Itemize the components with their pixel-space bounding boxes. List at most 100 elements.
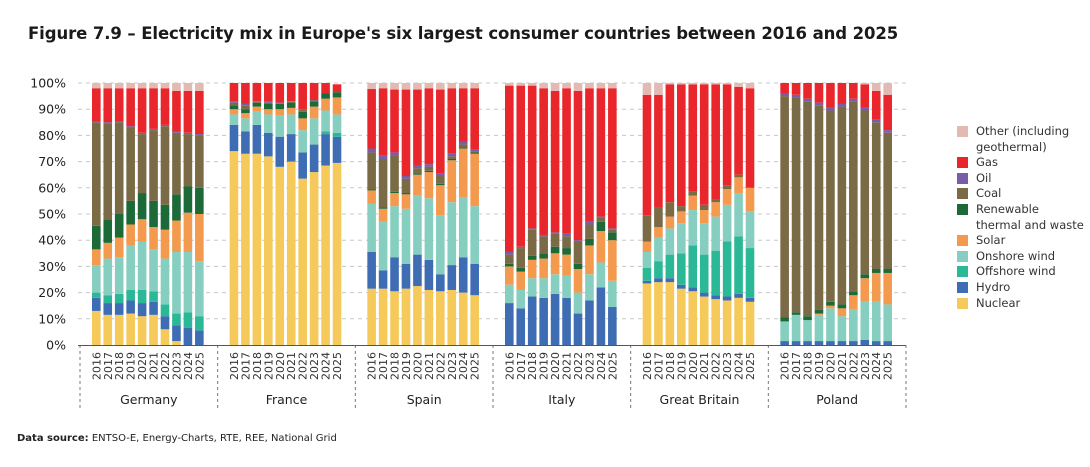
- bar-segment-solar: [275, 109, 285, 116]
- legend-label: Oil: [976, 170, 992, 185]
- data-source: Data source: ENTSO-E, Energy-Charts, RTE…: [17, 433, 337, 444]
- bar-segment-nuclear: [665, 282, 675, 345]
- bar-segment-gas: [309, 83, 319, 101]
- bar-segment-gas: [298, 83, 307, 110]
- y-tick-label: 90%: [38, 102, 66, 117]
- bar-segment-gas: [241, 83, 250, 104]
- bar-segment-onshore-wind: [103, 258, 113, 296]
- chart-title: Figure 7.9 – Electricity mix in Europe's…: [28, 24, 899, 43]
- bar-segment-nuclear: [424, 289, 434, 345]
- bar-segment-solar: [149, 227, 158, 250]
- bar-segment-onshore-wind: [711, 216, 720, 251]
- bar-segment-other-including-geothermal: [722, 83, 732, 85]
- bar-segment-other-including-geothermal: [447, 83, 457, 89]
- bar-segment-renewable-thermal-and-waste: [103, 219, 113, 243]
- bar-segment-oil: [160, 124, 170, 127]
- bar-segment-solar: [688, 195, 698, 211]
- x-tick-label-year: 2020: [411, 352, 424, 380]
- bar-segment-renewable-thermal-and-waste: [195, 187, 204, 214]
- legend-swatch: [957, 157, 968, 169]
- bar-segment-gas: [401, 89, 411, 177]
- bar-segment-gas: [791, 83, 801, 95]
- bar-segment-solar: [608, 240, 617, 281]
- bar-segment-oil: [275, 102, 285, 104]
- bar-segment-gas: [860, 84, 870, 108]
- x-tick-label-year: 2016: [779, 352, 792, 380]
- bar-segment-renewable-thermal-and-waste: [413, 173, 422, 175]
- bar-segment-onshore-wind: [596, 262, 606, 288]
- bar-segment-nuclear: [264, 156, 273, 345]
- bar-segment-oil: [172, 131, 181, 133]
- x-tick-label-year: 2019: [125, 352, 138, 380]
- bar-segment-renewable-thermal-and-waste: [826, 301, 835, 306]
- bar-segment-solar: [826, 305, 835, 309]
- bar-segment-other-including-geothermal: [608, 83, 617, 89]
- bar-segment-coal: [654, 207, 663, 228]
- bar-segment-coal: [596, 217, 606, 222]
- bar-segment-other-including-geothermal: [160, 83, 170, 89]
- legend-item: Offshore wind: [957, 264, 1086, 280]
- bar-segment-oil: [264, 101, 273, 103]
- bar-segment-other-including-geothermal: [137, 83, 147, 89]
- bar-segment-hydro: [826, 341, 835, 345]
- bar-segment-gas: [470, 88, 479, 150]
- data-source-label: Data source:: [17, 433, 89, 444]
- bar-segment-gas: [332, 84, 342, 93]
- bar-segment-offshore-wind: [172, 313, 181, 326]
- bar-segment-hydro: [550, 293, 560, 345]
- bar-segment-solar: [458, 148, 468, 197]
- bar-segment-onshore-wind: [183, 251, 193, 313]
- x-tick-label-year: 2021: [836, 352, 849, 380]
- bar-segment-coal: [505, 254, 514, 264]
- x-tick-label-year: 2017: [515, 352, 528, 380]
- bar-segment-nuclear: [298, 178, 307, 345]
- bar-segment-hydro: [367, 251, 376, 289]
- bar-segment-gas: [826, 83, 835, 108]
- bar-segment-hydro: [722, 296, 732, 301]
- bar-segment-coal: [172, 132, 181, 195]
- bar-segment-nuclear: [103, 314, 113, 345]
- bar-segment-nuclear: [677, 288, 686, 345]
- bar-segment-hydro: [814, 341, 824, 345]
- bar-segment-oil: [447, 153, 457, 157]
- x-tick-label-year: 2022: [159, 352, 172, 380]
- bar-segment-other-including-geothermal: [539, 83, 548, 89]
- bar-segment-coal: [137, 134, 147, 194]
- bar-segment-hydro: [114, 303, 124, 315]
- bar-segment-gas: [699, 84, 709, 205]
- legend-item: Solar: [957, 233, 1086, 249]
- bar-segment-nuclear: [275, 166, 285, 345]
- bar-segment-onshore-wind: [195, 261, 204, 317]
- bar-segment-solar: [849, 295, 858, 310]
- y-tick-label: 80%: [38, 128, 66, 143]
- bar-segment-other-including-geothermal: [401, 83, 411, 90]
- bar-segment-hydro: [332, 136, 342, 163]
- bar-segment-hydro: [803, 341, 812, 345]
- bar-segment-oil: [241, 103, 250, 106]
- country-label: Italy: [548, 392, 576, 407]
- bar-segment-other-including-geothermal: [390, 83, 399, 90]
- bar-segment-coal: [871, 122, 881, 270]
- bar-segment-gas: [745, 88, 755, 188]
- bar-segment-onshore-wind: [871, 301, 881, 342]
- bar-segment-renewable-thermal-and-waste: [539, 253, 548, 259]
- legend-label: Hydro: [976, 279, 1011, 294]
- bar-segment-other-including-geothermal: [654, 83, 663, 95]
- bar-segment-nuclear: [332, 162, 342, 345]
- bar-segment-coal: [126, 127, 135, 201]
- bar-segment-solar: [252, 106, 262, 112]
- x-tick-label-year: 2017: [102, 352, 115, 380]
- bar-segment-nuclear: [229, 151, 239, 345]
- bar-segment-coal: [458, 144, 468, 148]
- bar-segment-coal: [722, 185, 732, 190]
- bar-segment-coal: [849, 101, 858, 292]
- bar-segment-solar: [699, 210, 709, 224]
- bar-segment-coal: [298, 109, 307, 112]
- bar-segment-onshore-wind: [275, 115, 285, 137]
- bar-segment-coal: [803, 101, 812, 317]
- bar-segment-onshore-wind: [149, 249, 158, 292]
- country-label: Spain: [407, 392, 442, 407]
- legend-item: Other (including geothermal): [957, 124, 1086, 155]
- legend: Other (including geothermal) Gas Oil Coal Re…: [957, 124, 1086, 311]
- bar-segment-hydro: [791, 341, 801, 345]
